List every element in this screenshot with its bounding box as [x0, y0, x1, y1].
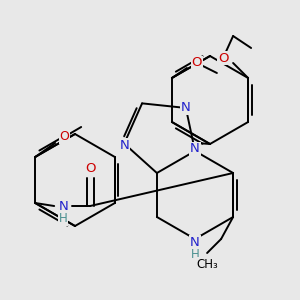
- Text: H: H: [190, 248, 200, 260]
- Text: N: N: [181, 101, 191, 115]
- Text: N: N: [190, 142, 200, 155]
- Text: N: N: [190, 236, 200, 248]
- Text: H: H: [59, 212, 68, 226]
- Text: CH₃: CH₃: [196, 257, 218, 271]
- Text: O: O: [85, 161, 95, 175]
- Text: O: O: [59, 130, 69, 143]
- Text: N: N: [119, 139, 129, 152]
- Text: N: N: [58, 200, 68, 212]
- Text: O: O: [192, 56, 202, 70]
- Text: O: O: [218, 52, 228, 64]
